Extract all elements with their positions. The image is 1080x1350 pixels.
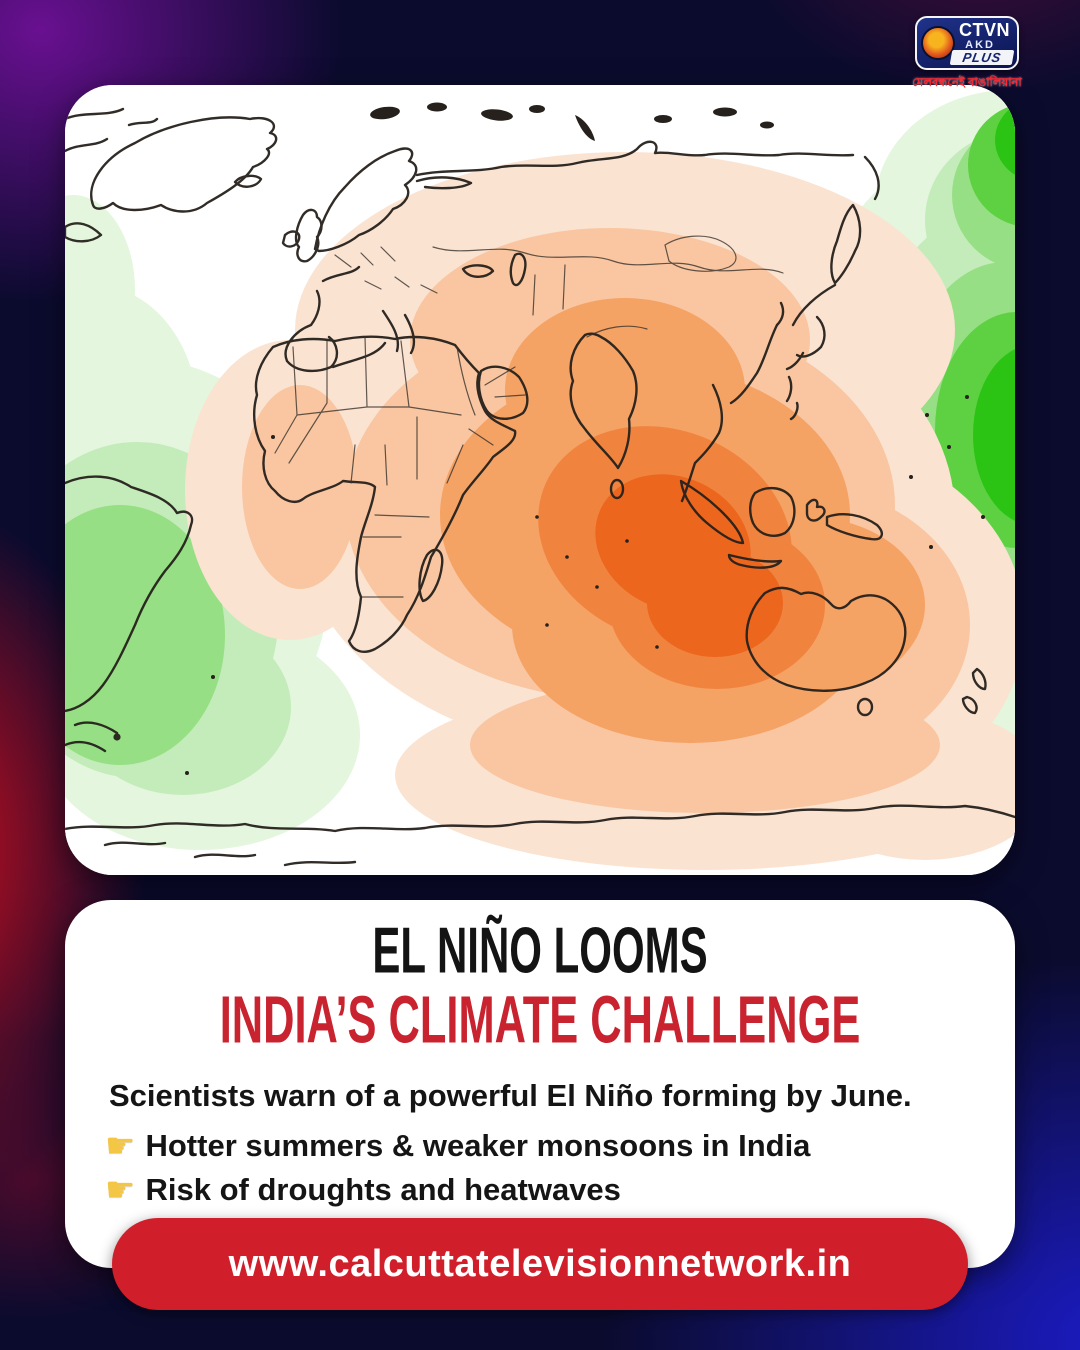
bullet-item: ☛ Risk of droughts and heatwaves [105, 1168, 971, 1212]
bullet-text: Risk of droughts and heatwaves [145, 1172, 621, 1207]
logo-plus-bar: PLUS [949, 50, 1015, 65]
logo-text-plus: PLUS [961, 50, 1003, 65]
bullet-item: ☛ Hotter summers & weaker monsoons in In… [105, 1124, 971, 1168]
channel-logo: CTVN AKD PLUS মেলবন্ধনেই বাঙালিয়ানা [882, 16, 1052, 93]
pointing-hand-icon: ☛ [105, 1127, 136, 1165]
bullet-list: ☛ Hotter summers & weaker monsoons in In… [105, 1124, 971, 1212]
headline-primary: EL NIÑO LOOMS [372, 914, 708, 987]
pointing-hand-icon: ☛ [105, 1171, 136, 1209]
website-button[interactable]: www.calcuttatelevisionnetwork.in [112, 1218, 968, 1310]
map-warm-anomaly-contours [185, 152, 1015, 870]
website-url: www.calcuttatelevisionnetwork.in [228, 1242, 852, 1285]
sun-emblem-icon [921, 26, 955, 60]
body-intro: Scientists warn of a powerful El Niño fo… [109, 1078, 912, 1113]
map-country-borders [274, 235, 784, 598]
map-island-dots [185, 395, 985, 775]
map-coastlines [65, 107, 1015, 867]
map-arctic-islands [370, 102, 774, 141]
logo-tagline-bengali: মেলবন্ধনেই বাঙালিয়ানা [912, 77, 1022, 89]
anomaly-map-card [65, 85, 1015, 875]
logo-badge: CTVN AKD PLUS [915, 16, 1019, 70]
logo-text-ctvn: CTVN [959, 20, 1010, 40]
headline-secondary: INDIA’S CLIMATE CHALLENGE [219, 983, 861, 1058]
bullet-text: Hotter summers & weaker monsoons in Indi… [145, 1128, 811, 1163]
world-anomaly-map [65, 85, 1015, 875]
logo-text-akd: AKD [965, 39, 995, 51]
headline-card: EL NIÑO LOOMS INDIA’S CLIMATE CHALLENGE … [65, 900, 1015, 1268]
